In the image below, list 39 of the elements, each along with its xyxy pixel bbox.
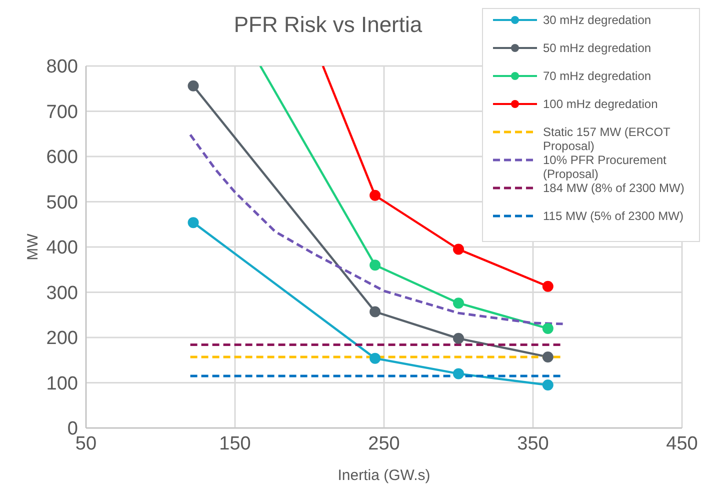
x-tick-label: 350 <box>517 433 549 454</box>
x-tick-label: 50 <box>75 433 97 454</box>
point <box>542 351 554 362</box>
legend-label: 50 mHz degredation <box>543 41 652 55</box>
x-tick-label: 250 <box>368 433 400 454</box>
y-tick-label: 700 <box>46 102 78 123</box>
point <box>188 80 199 92</box>
legend-label: Static 157 MW (ERCOT Proposal) <box>543 125 672 153</box>
chart-title: PFR Risk vs Inertia <box>234 12 422 37</box>
y-tick-label: 0 <box>67 418 78 440</box>
point <box>370 190 381 201</box>
point <box>453 244 464 255</box>
point <box>542 280 554 292</box>
legend-label: 184 MW (8% of 2300 MW) <box>543 181 684 195</box>
y-tick-label: 300 <box>46 282 78 304</box>
point <box>453 368 464 380</box>
legend-label: 30 mHz degredation <box>543 13 652 27</box>
y-tick-label: 400 <box>46 238 78 259</box>
y-tick-label: 200 <box>46 328 78 350</box>
point <box>188 217 199 228</box>
y-tick-label: 800 <box>46 56 78 78</box>
x-axis-title: Inertia (GW.s) <box>338 467 430 484</box>
y-tick-label: 100 <box>46 373 78 394</box>
point <box>542 380 554 391</box>
point <box>453 332 464 344</box>
point <box>370 352 381 364</box>
point <box>370 306 381 318</box>
y-tick-label: 600 <box>46 147 78 168</box>
x-tick-label: 450 <box>666 433 698 454</box>
y-tick-label: 500 <box>46 192 78 214</box>
point <box>453 298 464 309</box>
point <box>370 260 381 271</box>
legend-label: 70 mHz degredation <box>543 69 652 83</box>
point <box>542 322 554 334</box>
legend-label: 10% PFR Procurement (Proposal) <box>543 153 668 181</box>
legend-label: 115 MW (5% of 2300 MW) <box>543 209 684 223</box>
y-axis-title: MW <box>24 232 42 260</box>
legend-label: 100 mHz degredation <box>543 97 658 111</box>
x-tick-label: 150 <box>219 433 251 454</box>
